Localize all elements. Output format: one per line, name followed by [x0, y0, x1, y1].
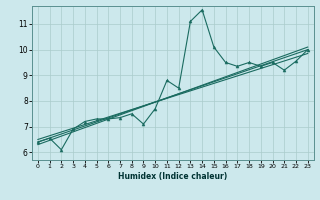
X-axis label: Humidex (Indice chaleur): Humidex (Indice chaleur)	[118, 172, 228, 181]
